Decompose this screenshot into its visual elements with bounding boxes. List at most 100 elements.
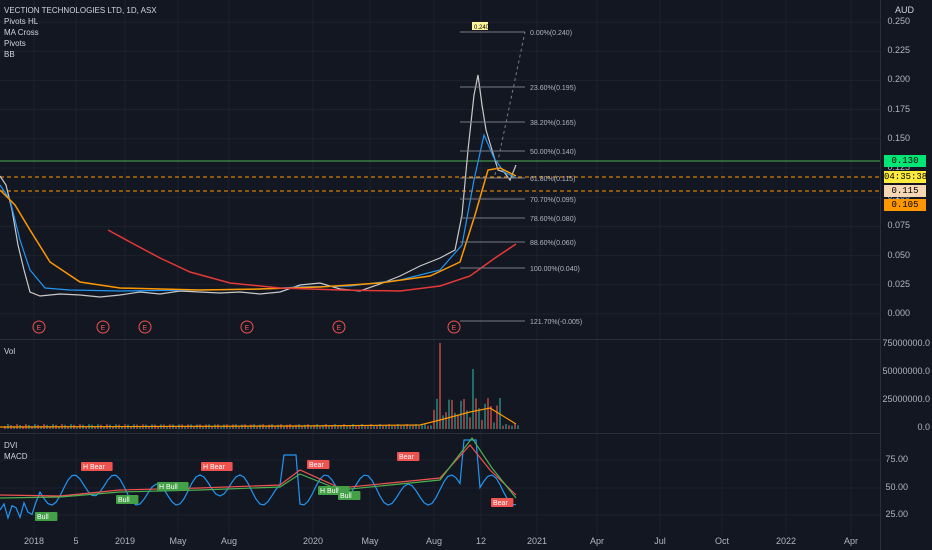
earnings-marker-label: E	[101, 325, 106, 332]
indicator-ma-cross[interactable]: MA Cross	[4, 28, 39, 37]
volume-bar	[385, 425, 387, 429]
volume-bar	[421, 425, 423, 429]
indicator-macd[interactable]: MACD	[4, 452, 28, 461]
ma-orange-line	[0, 167, 517, 291]
volume-bar	[469, 417, 471, 429]
volume-bar	[193, 426, 195, 429]
time-tick-label: 12	[475, 536, 487, 546]
volume-bar	[322, 424, 324, 429]
volume-bar	[394, 425, 396, 429]
signal-label: H Bull	[320, 488, 339, 495]
time-tick-label: Apr	[589, 536, 605, 546]
volume-bar	[256, 426, 258, 429]
time-tick-label: Oct	[714, 536, 730, 546]
symbol-title[interactable]: VECTION TECHNOLOGIES LTD, 1D, ASX	[4, 6, 157, 15]
time-tick-label: 2021	[526, 536, 548, 546]
time-tick-label: Aug	[425, 536, 443, 546]
volume-bar	[370, 424, 372, 429]
indicator-bb[interactable]: BB	[4, 50, 15, 59]
volume-tick-label: 25000000.0	[882, 394, 930, 404]
indicator-dvi[interactable]: DVI	[4, 441, 18, 450]
volume-bar	[346, 426, 348, 429]
dvi-line	[0, 439, 517, 520]
volume-bar	[343, 424, 345, 429]
volume-bar	[364, 426, 366, 429]
volume-bar	[301, 426, 303, 429]
fib-level-label: 23.60%(0.195)	[530, 85, 576, 92]
volume-bar	[238, 426, 240, 429]
volume-bar	[496, 405, 498, 429]
time-tick-label: 2020	[302, 536, 324, 546]
pane-divider-volume[interactable]	[0, 339, 880, 340]
earnings-marker	[240, 320, 254, 334]
volume-bar	[388, 424, 390, 429]
volume-bar	[349, 424, 351, 429]
earnings-marker-label: E	[337, 325, 342, 332]
level-tag-b: 0.105	[884, 199, 926, 211]
volume-bar	[439, 343, 441, 429]
volume-bar	[352, 424, 354, 429]
indicator-pivots[interactable]: Pivots	[4, 39, 26, 48]
signal-label-box	[157, 482, 189, 491]
volume-bar	[427, 425, 429, 429]
macd-line	[0, 436, 517, 499]
indicator-pivots-hl[interactable]: Pivots HL	[4, 17, 39, 26]
volume-bar	[247, 426, 249, 429]
volume-bar	[328, 426, 330, 429]
fib-level-label: 70.70%(0.095)	[530, 197, 576, 204]
volume-bar	[337, 426, 339, 429]
volume-bar	[229, 426, 231, 429]
price-chart[interactable]: 0.00%(0.240)23.60%(0.195)38.20%(0.165)50…	[0, 0, 880, 550]
indicator-volume[interactable]: Vol	[4, 347, 16, 356]
volume-bar	[139, 426, 141, 429]
volume-bar	[94, 426, 96, 429]
volume-bar	[400, 425, 402, 429]
signal-label-box	[307, 460, 330, 469]
volume-bar	[286, 424, 288, 429]
price-tick-label: 0.225	[887, 45, 910, 56]
volume-bar	[259, 424, 261, 429]
volume-bar	[424, 424, 426, 429]
volume-bar	[487, 398, 489, 429]
signal-label-box	[116, 495, 139, 504]
volume-bar	[514, 424, 516, 429]
fib-level-label: 100.00%(0.040)	[530, 266, 580, 273]
volume-bar	[334, 424, 336, 429]
signal-label: H Bear	[203, 464, 225, 471]
volume-bar	[130, 426, 132, 429]
volume-bar	[379, 424, 381, 429]
currency-label[interactable]: AUD	[894, 5, 914, 15]
earnings-marker	[32, 320, 46, 334]
price-axis-border	[880, 0, 881, 550]
oscillator-tick-label: 25.00	[885, 509, 908, 519]
time-tick-label: 5	[73, 536, 79, 546]
signal-label-box	[35, 512, 58, 521]
volume-bar	[76, 426, 78, 429]
volume-bar	[283, 426, 285, 429]
volume-bar	[415, 424, 417, 429]
fib-level-label: 78.60%(0.080)	[530, 216, 576, 223]
volume-tick-label: 50000000.0	[882, 366, 930, 376]
time-tick-label: Apr	[843, 536, 859, 546]
volume-bar	[295, 424, 297, 429]
volume-bar	[58, 426, 60, 429]
price-tick-label: 0.150	[887, 132, 910, 143]
time-tick-label: 2019	[114, 536, 136, 546]
volume-bar	[121, 426, 123, 429]
earnings-marker	[332, 320, 346, 334]
pane-divider-oscillator[interactable]	[0, 433, 880, 434]
earnings-marker	[447, 320, 461, 334]
earnings-marker-label: E	[452, 325, 457, 332]
volume-bar	[454, 412, 456, 429]
price-tick-label: 0.125	[887, 162, 910, 172]
signal-label: Bear	[309, 462, 324, 469]
volume-bar	[277, 424, 279, 429]
volume-bar	[307, 424, 309, 429]
volume-bar	[85, 426, 87, 429]
volume-bar	[31, 426, 33, 429]
volume-bar	[331, 424, 333, 429]
ma-blue-line	[0, 133, 517, 292]
fib-level-label: 50.00%(0.140)	[530, 149, 576, 156]
volume-bar	[361, 424, 363, 429]
